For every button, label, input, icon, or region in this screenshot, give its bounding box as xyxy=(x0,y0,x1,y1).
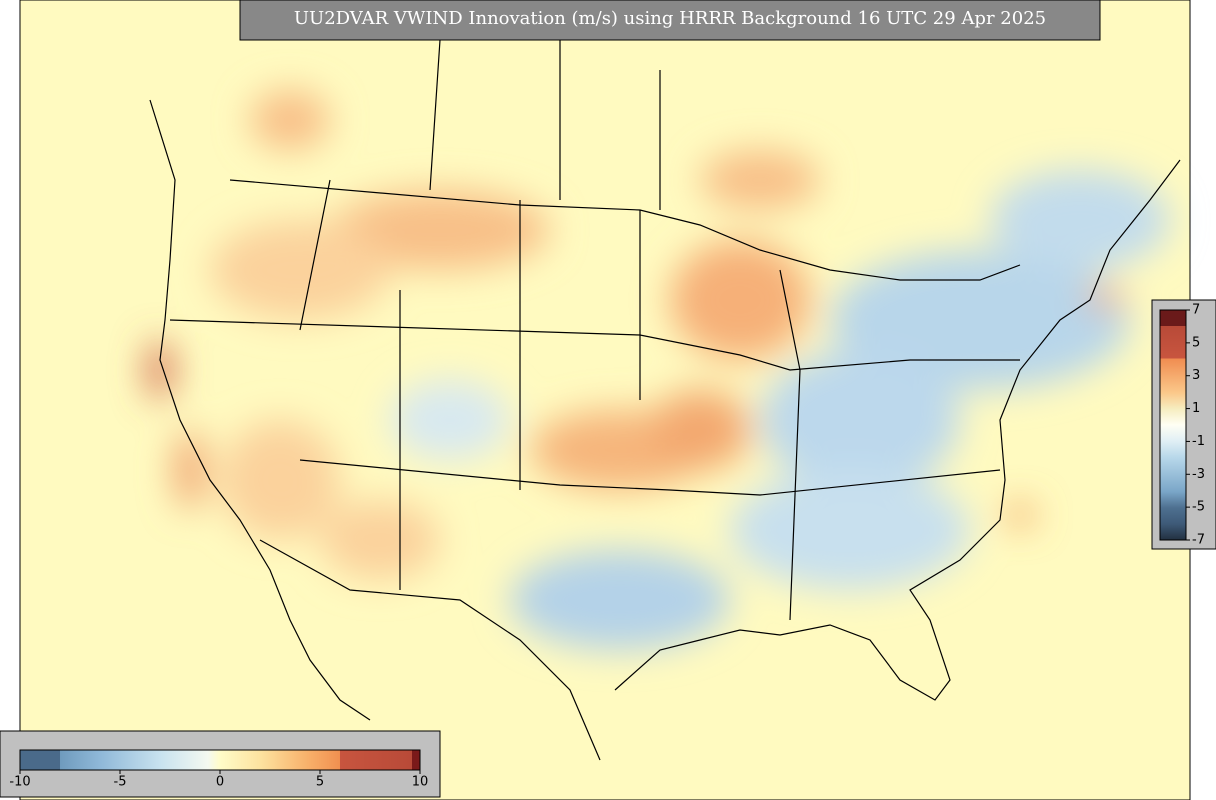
tick-label: -5 xyxy=(1192,500,1205,515)
colorbar-right xyxy=(1159,309,1187,541)
tick-label: -5 xyxy=(114,775,127,790)
map-background xyxy=(20,0,1190,800)
colorbar-right-ticks: 7 5 3 1 -1 -3 -5 -7 xyxy=(1186,303,1205,548)
tick-label: -3 xyxy=(1192,467,1205,482)
tick-label: -10 xyxy=(9,775,30,790)
tick-label: 3 xyxy=(1192,368,1200,383)
map-outlines xyxy=(149,39,1181,761)
colorbar-bottom xyxy=(19,749,421,771)
tick-label: 5 xyxy=(316,775,324,790)
tick-label: 10 xyxy=(412,775,429,790)
tick-label: 7 xyxy=(1192,303,1200,318)
tick-label: 5 xyxy=(1192,335,1200,350)
tick-label: -7 xyxy=(1192,533,1205,548)
colorbar-bottom-ticks: -10 -5 0 5 10 xyxy=(9,770,428,790)
map-title: UU2DVAR VWIND Innovation (m/s) using HRR… xyxy=(294,8,1046,29)
innovation-field xyxy=(148,90,1170,650)
tick-label: 0 xyxy=(216,775,224,790)
title-box xyxy=(239,0,1101,41)
tick-label: 1 xyxy=(1192,401,1200,416)
tick-label: -1 xyxy=(1192,434,1205,449)
